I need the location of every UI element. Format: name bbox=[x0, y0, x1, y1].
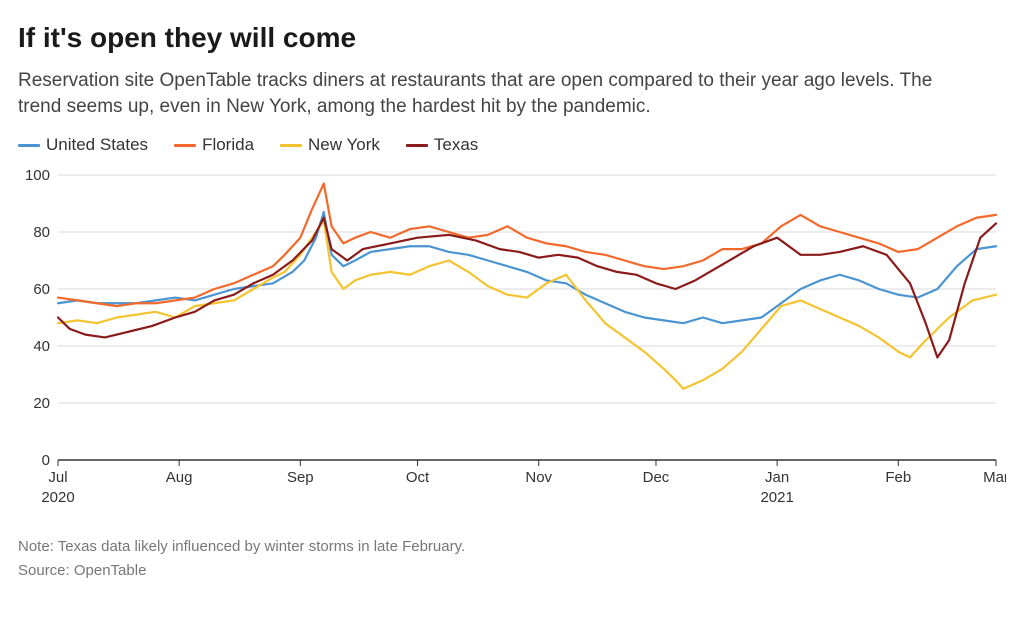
legend-swatch bbox=[280, 144, 302, 147]
svg-text:Oct: Oct bbox=[406, 469, 430, 486]
legend-swatch bbox=[174, 144, 196, 147]
chart-footnotes: Note: Texas data likely influenced by wi… bbox=[18, 535, 1006, 582]
chart-container: If it's open they will come Reservation … bbox=[0, 0, 1024, 596]
chart-title: If it's open they will come bbox=[18, 22, 1006, 54]
svg-text:40: 40 bbox=[33, 338, 50, 355]
svg-text:Nov: Nov bbox=[525, 469, 552, 486]
legend: United States Florida New York Texas bbox=[18, 135, 1006, 155]
svg-text:2021: 2021 bbox=[760, 489, 793, 506]
chart-svg: 0 20 40 60 80 100 Jul 2020 Aug Sep Oct Nov Dec Jan 202… bbox=[18, 165, 1006, 515]
chart-source: Source: OpenTable bbox=[18, 559, 1006, 582]
svg-text:80: 80 bbox=[33, 224, 50, 241]
svg-text:Jan: Jan bbox=[765, 469, 789, 486]
legend-item-tx: Texas bbox=[406, 135, 478, 155]
svg-text:0: 0 bbox=[42, 452, 50, 469]
chart-subtitle: Reservation site OpenTable tracks diners… bbox=[18, 68, 978, 119]
svg-text:20: 20 bbox=[33, 395, 50, 412]
svg-text:2020: 2020 bbox=[41, 489, 74, 506]
series-ny bbox=[58, 221, 996, 389]
legend-item-us: United States bbox=[18, 135, 148, 155]
svg-text:Feb: Feb bbox=[885, 469, 911, 486]
svg-text:Jul: Jul bbox=[48, 469, 67, 486]
legend-label: United States bbox=[46, 135, 148, 155]
series-fl bbox=[58, 184, 996, 307]
svg-text:100: 100 bbox=[25, 167, 50, 184]
legend-label: Florida bbox=[202, 135, 254, 155]
legend-swatch bbox=[406, 144, 428, 147]
legend-item-fl: Florida bbox=[174, 135, 254, 155]
svg-text:Sep: Sep bbox=[287, 469, 314, 486]
svg-text:60: 60 bbox=[33, 281, 50, 298]
legend-label: Texas bbox=[434, 135, 478, 155]
svg-text:Mar: Mar bbox=[983, 469, 1006, 486]
legend-item-ny: New York bbox=[280, 135, 380, 155]
legend-label: New York bbox=[308, 135, 380, 155]
legend-swatch bbox=[18, 144, 40, 147]
svg-text:Dec: Dec bbox=[643, 469, 670, 486]
chart-note: Note: Texas data likely influenced by wi… bbox=[18, 535, 1006, 558]
svg-text:Aug: Aug bbox=[166, 469, 193, 486]
line-chart: 0 20 40 60 80 100 Jul 2020 Aug Sep Oct Nov Dec Jan 202… bbox=[18, 165, 1006, 515]
